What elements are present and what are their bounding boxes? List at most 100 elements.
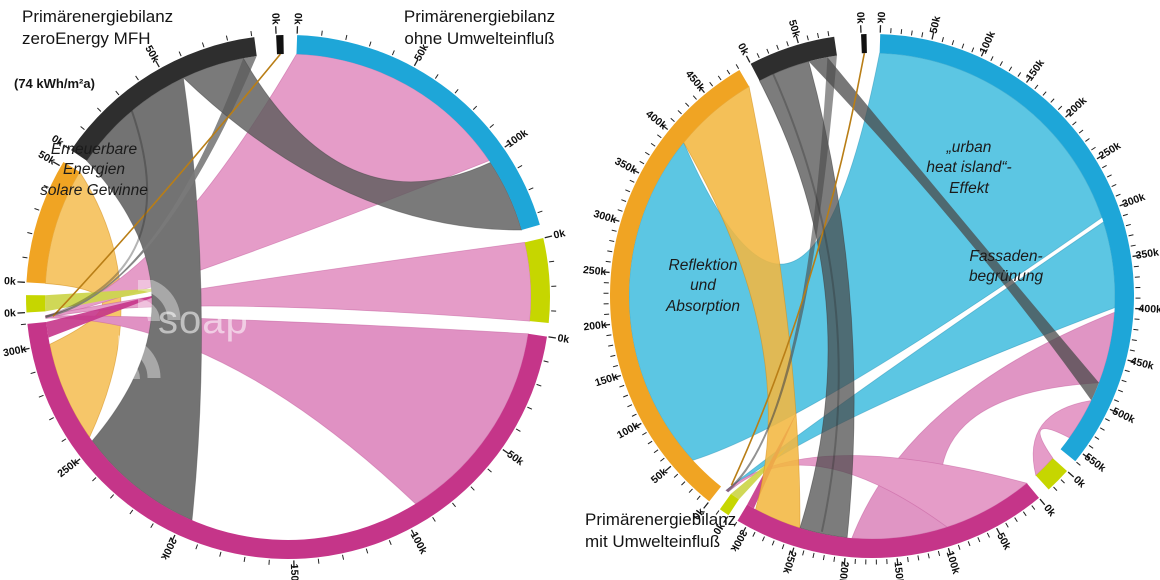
segment-sliver: 0k bbox=[269, 13, 284, 55]
tick bbox=[155, 60, 160, 68]
urban-heat-island-label: „urban heat island“- Effekt bbox=[926, 139, 1012, 197]
tick bbox=[634, 422, 642, 428]
tick-label: 250k bbox=[55, 456, 81, 480]
tick-label: 0k bbox=[875, 12, 887, 24]
tick-label: 50k bbox=[786, 19, 802, 39]
tick bbox=[733, 521, 738, 527]
tick bbox=[752, 531, 756, 537]
tick bbox=[756, 53, 760, 59]
tick bbox=[1106, 174, 1112, 178]
tick-label: 0k bbox=[557, 332, 571, 346]
tick bbox=[605, 260, 611, 263]
tick bbox=[606, 334, 612, 337]
tick-label: 150k bbox=[1024, 57, 1048, 83]
tick bbox=[602, 271, 610, 274]
tick bbox=[171, 534, 176, 543]
tick bbox=[631, 413, 637, 417]
tick bbox=[1067, 471, 1075, 478]
segment-arc-magenta bbox=[737, 483, 1040, 558]
tick-label: 100k bbox=[977, 29, 998, 55]
tick bbox=[472, 105, 478, 110]
tick bbox=[544, 235, 553, 239]
tick bbox=[1127, 359, 1135, 363]
tick bbox=[1130, 244, 1136, 247]
tick bbox=[642, 431, 647, 436]
tick-label: 300k bbox=[592, 208, 618, 226]
tick-label: 100k bbox=[504, 127, 530, 150]
tick bbox=[961, 43, 965, 49]
tick bbox=[657, 134, 662, 139]
tick bbox=[1078, 129, 1084, 134]
tick bbox=[63, 144, 71, 150]
tick bbox=[967, 541, 971, 547]
ribbon-dark-to-focal bbox=[726, 55, 837, 492]
tick bbox=[625, 189, 631, 193]
strand bbox=[44, 110, 149, 318]
tick bbox=[22, 347, 30, 351]
tick bbox=[178, 51, 182, 57]
tick bbox=[413, 58, 419, 67]
tick bbox=[22, 256, 28, 259]
tick bbox=[135, 75, 139, 81]
tick-label: 150k bbox=[892, 561, 906, 580]
tick bbox=[673, 473, 679, 478]
tick bbox=[219, 551, 222, 557]
tick bbox=[20, 323, 26, 326]
tick-label: 200k bbox=[583, 319, 608, 333]
tick-label: 0k bbox=[711, 521, 728, 537]
tick-label: 0k bbox=[854, 12, 866, 24]
tick-label: 350k bbox=[613, 155, 639, 177]
tick bbox=[1060, 479, 1065, 484]
tick bbox=[827, 31, 830, 37]
tick bbox=[612, 365, 618, 368]
tick-label: 0k bbox=[4, 275, 16, 288]
tick bbox=[896, 558, 899, 566]
segment-arc-dark bbox=[750, 36, 837, 81]
tick-label: 50k bbox=[994, 531, 1013, 552]
tick bbox=[723, 516, 729, 524]
tick bbox=[621, 199, 627, 202]
tick-label: 50k bbox=[504, 448, 525, 468]
tick bbox=[1065, 111, 1072, 118]
tick-label: 300k bbox=[2, 343, 27, 359]
tick bbox=[670, 117, 675, 122]
tick bbox=[537, 210, 543, 214]
tick bbox=[434, 74, 439, 79]
tick bbox=[632, 168, 640, 174]
tick bbox=[321, 30, 323, 36]
tick bbox=[73, 458, 81, 465]
tick bbox=[1085, 138, 1090, 142]
tick bbox=[699, 86, 705, 94]
tick bbox=[487, 468, 492, 473]
tick bbox=[30, 371, 36, 375]
tick bbox=[1124, 369, 1130, 373]
tick bbox=[990, 56, 994, 62]
tick bbox=[110, 494, 115, 499]
tick bbox=[1119, 202, 1127, 207]
tick bbox=[96, 107, 102, 112]
tick bbox=[1129, 349, 1135, 352]
tick-label: 200k bbox=[836, 561, 850, 580]
tick bbox=[639, 160, 645, 165]
tick bbox=[432, 517, 436, 522]
tick bbox=[454, 89, 459, 94]
tick bbox=[822, 555, 825, 561]
tick bbox=[1128, 234, 1134, 237]
tick bbox=[1088, 445, 1094, 449]
tick-label: 500k bbox=[1110, 405, 1136, 426]
tick bbox=[766, 48, 770, 54]
tick bbox=[806, 35, 809, 41]
tick bbox=[548, 336, 556, 339]
soap-watermark-icon bbox=[117, 280, 181, 380]
segment-limeR: 0k bbox=[524, 227, 567, 324]
tick bbox=[195, 544, 199, 550]
segment-arc-limeL bbox=[719, 493, 739, 516]
tick bbox=[502, 449, 510, 455]
tick bbox=[617, 209, 623, 212]
tick bbox=[653, 449, 659, 454]
tick bbox=[613, 374, 621, 379]
tick bbox=[34, 208, 40, 211]
tick bbox=[627, 404, 633, 408]
tick bbox=[692, 95, 697, 100]
